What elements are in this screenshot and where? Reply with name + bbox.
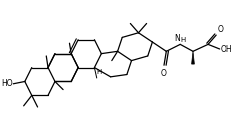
Text: OH: OH [220, 44, 232, 53]
Text: H: H [181, 37, 186, 43]
Text: O: O [217, 25, 223, 34]
Text: O: O [161, 69, 167, 78]
Text: HO: HO [1, 79, 13, 88]
Polygon shape [192, 51, 194, 64]
Text: H: H [96, 69, 101, 75]
Text: N: N [174, 34, 180, 43]
